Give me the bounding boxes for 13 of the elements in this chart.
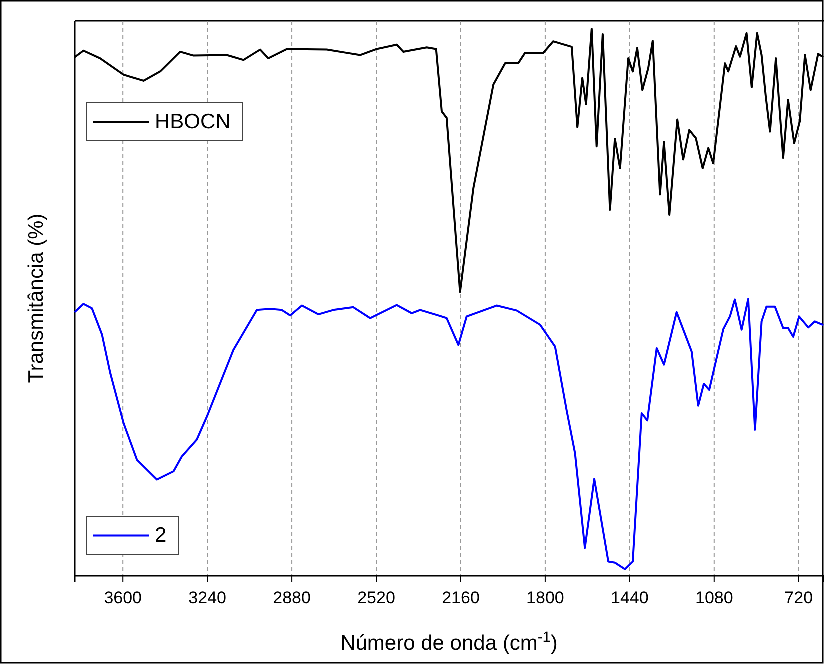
x-tick-label: 2520: [358, 588, 396, 608]
x-tick-label: 720: [784, 588, 814, 608]
legend-label: HBOCN: [155, 110, 231, 134]
x-tick-label: 2880: [273, 588, 311, 608]
x-tick-label: 1800: [526, 588, 564, 608]
x-tick-label: 3240: [188, 588, 226, 608]
x-tick-label: 1080: [695, 588, 734, 608]
x-axis-title: Número de onda (cm$^{-1}$): [340, 630, 558, 655]
x-tick-label: 1440: [611, 588, 649, 608]
legend-label: 2: [155, 524, 167, 548]
x-tick-label: 2160: [442, 588, 480, 608]
x-tick-label: 3600: [104, 588, 142, 608]
y-axis-title: Transmitância (%): [25, 214, 48, 384]
